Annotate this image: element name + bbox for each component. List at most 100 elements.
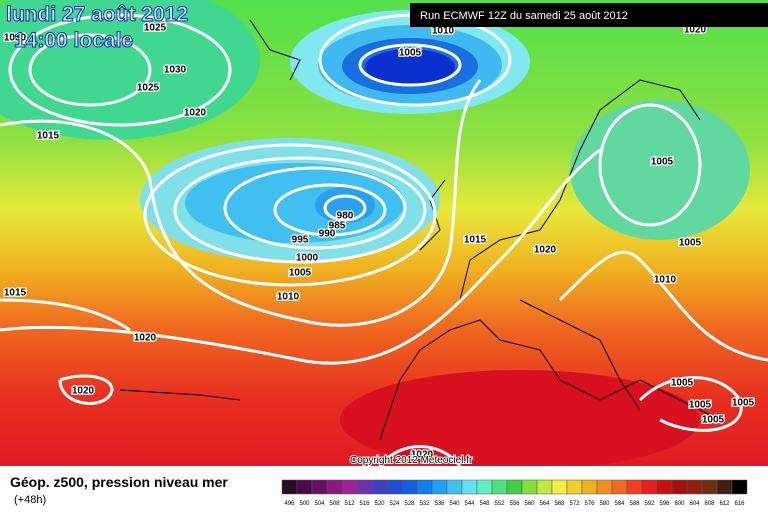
low-west [140, 138, 440, 262]
scale-label: 496 [284, 501, 295, 507]
isobar-label: 1005 [732, 398, 755, 409]
scale-swatch [611, 479, 628, 495]
scale-label: 588 [629, 501, 640, 507]
scale-swatch [716, 479, 733, 495]
scale-swatch [386, 479, 403, 495]
time: 14:00 locale [14, 29, 133, 52]
isobar-label: 1015 [464, 235, 487, 246]
scale-swatch [626, 479, 643, 495]
scale-swatch [401, 479, 418, 495]
color-scale: 496 500 504 508 512 516 520 524 528 532 536 540 544 5… [281, 479, 748, 507]
scale-swatch [701, 479, 718, 495]
isobar-label: 1005 [399, 48, 422, 59]
scale-label: 508 [329, 501, 340, 507]
scale-label: 556 [509, 501, 520, 507]
isobar-label: 1030 [164, 65, 187, 76]
scale-label: 568 [554, 501, 565, 507]
isobar-label: 1030 [4, 33, 27, 44]
scale-swatch [536, 479, 553, 495]
scale-label: 536 [434, 501, 445, 507]
scale-swatch [656, 479, 673, 495]
isobar-label: 1020 [411, 450, 434, 461]
scale-label: 544 [464, 501, 475, 507]
scale-swatch [731, 479, 748, 495]
legend-lead: (+48h) [14, 494, 46, 506]
scale-label: 584 [614, 501, 625, 507]
scale-label: 572 [569, 501, 580, 507]
isobar-label: 1010 [432, 26, 455, 37]
scale-label: 608 [704, 501, 715, 507]
scale-swatch [581, 479, 598, 495]
isobar-label: 985 [329, 221, 346, 232]
scale-swatch [686, 479, 703, 495]
scale-label: 616 [734, 501, 745, 507]
scale-swatch [296, 479, 313, 495]
scale-label: 528 [404, 501, 415, 507]
scale-label: 560 [524, 501, 535, 507]
scale-swatch [356, 479, 373, 495]
field-low [570, 100, 750, 240]
scale-swatch [566, 479, 583, 495]
scale-swatch [596, 479, 613, 495]
scale-swatch [431, 479, 448, 495]
scale-swatch [416, 479, 433, 495]
isobar-label: 1005 [702, 415, 725, 426]
scale-swatch [311, 479, 328, 495]
isobar-label: 1005 [651, 157, 674, 168]
scale-swatch [326, 479, 343, 495]
isobar-label: 1005 [289, 268, 312, 279]
scale-label: 524 [389, 501, 400, 507]
scale-label: 604 [689, 501, 700, 507]
scale-label: 504 [314, 501, 325, 507]
isobar-label: 1025 [144, 23, 167, 34]
isobar-label: 1025 [137, 83, 160, 94]
run-box [410, 3, 768, 27]
isobar-label: 1005 [679, 238, 702, 249]
scale-swatch [671, 479, 688, 495]
scale-swatch [551, 479, 568, 495]
copyright: Copyright 2012 Meteociel.fr [350, 455, 473, 466]
scale-label: 552 [494, 501, 505, 507]
isobar-label: 1010 [654, 275, 677, 286]
date: lundi 27 août 2012 [6, 3, 188, 26]
scale-label: 548 [479, 501, 490, 507]
scale-label: 520 [374, 501, 385, 507]
scale-swatch [521, 479, 538, 495]
scale-label: 596 [659, 501, 670, 507]
isobar-label: 990 [319, 229, 336, 240]
scale-label: 512 [344, 501, 355, 507]
scale-swatch [641, 479, 658, 495]
scale-label: 532 [419, 501, 430, 507]
scale-swatch [341, 479, 358, 495]
scale-label: 592 [644, 501, 655, 507]
isobar-label: 1005 [689, 400, 712, 411]
isobar-label: 1000 [296, 253, 319, 264]
scale-swatch [491, 479, 508, 495]
scale-swatch [476, 479, 493, 495]
isobar-label: 995 [292, 235, 309, 246]
scale-swatch [281, 479, 298, 495]
scale-swatch [506, 479, 523, 495]
scale-swatch [371, 479, 388, 495]
scale-label: 500 [299, 501, 310, 507]
isobar-label: 1020 [534, 245, 557, 256]
run: Run ECMWF 12Z du samedi 25 août 2012 [420, 10, 628, 22]
isobar-label: 1010 [277, 292, 300, 303]
isobar-label: 1005 [671, 378, 694, 389]
isobar-label: 1015 [37, 131, 60, 142]
field-high [0, 0, 260, 140]
scale-label: 580 [599, 501, 610, 507]
isobars [0, 13, 768, 467]
scale-label: 540 [449, 501, 460, 507]
legend-title: Géop. z500, pression niveau mer [10, 474, 228, 490]
scale-swatch [446, 479, 463, 495]
isobar-label: 1020 [134, 333, 157, 344]
isobar-label: 1020 [184, 108, 207, 119]
scale-swatch [461, 479, 478, 495]
isobar-label: 1020 [72, 386, 95, 397]
isobar-label: 1015 [4, 288, 27, 299]
scale-label: 612 [719, 501, 730, 507]
scale-label: 516 [359, 501, 370, 507]
